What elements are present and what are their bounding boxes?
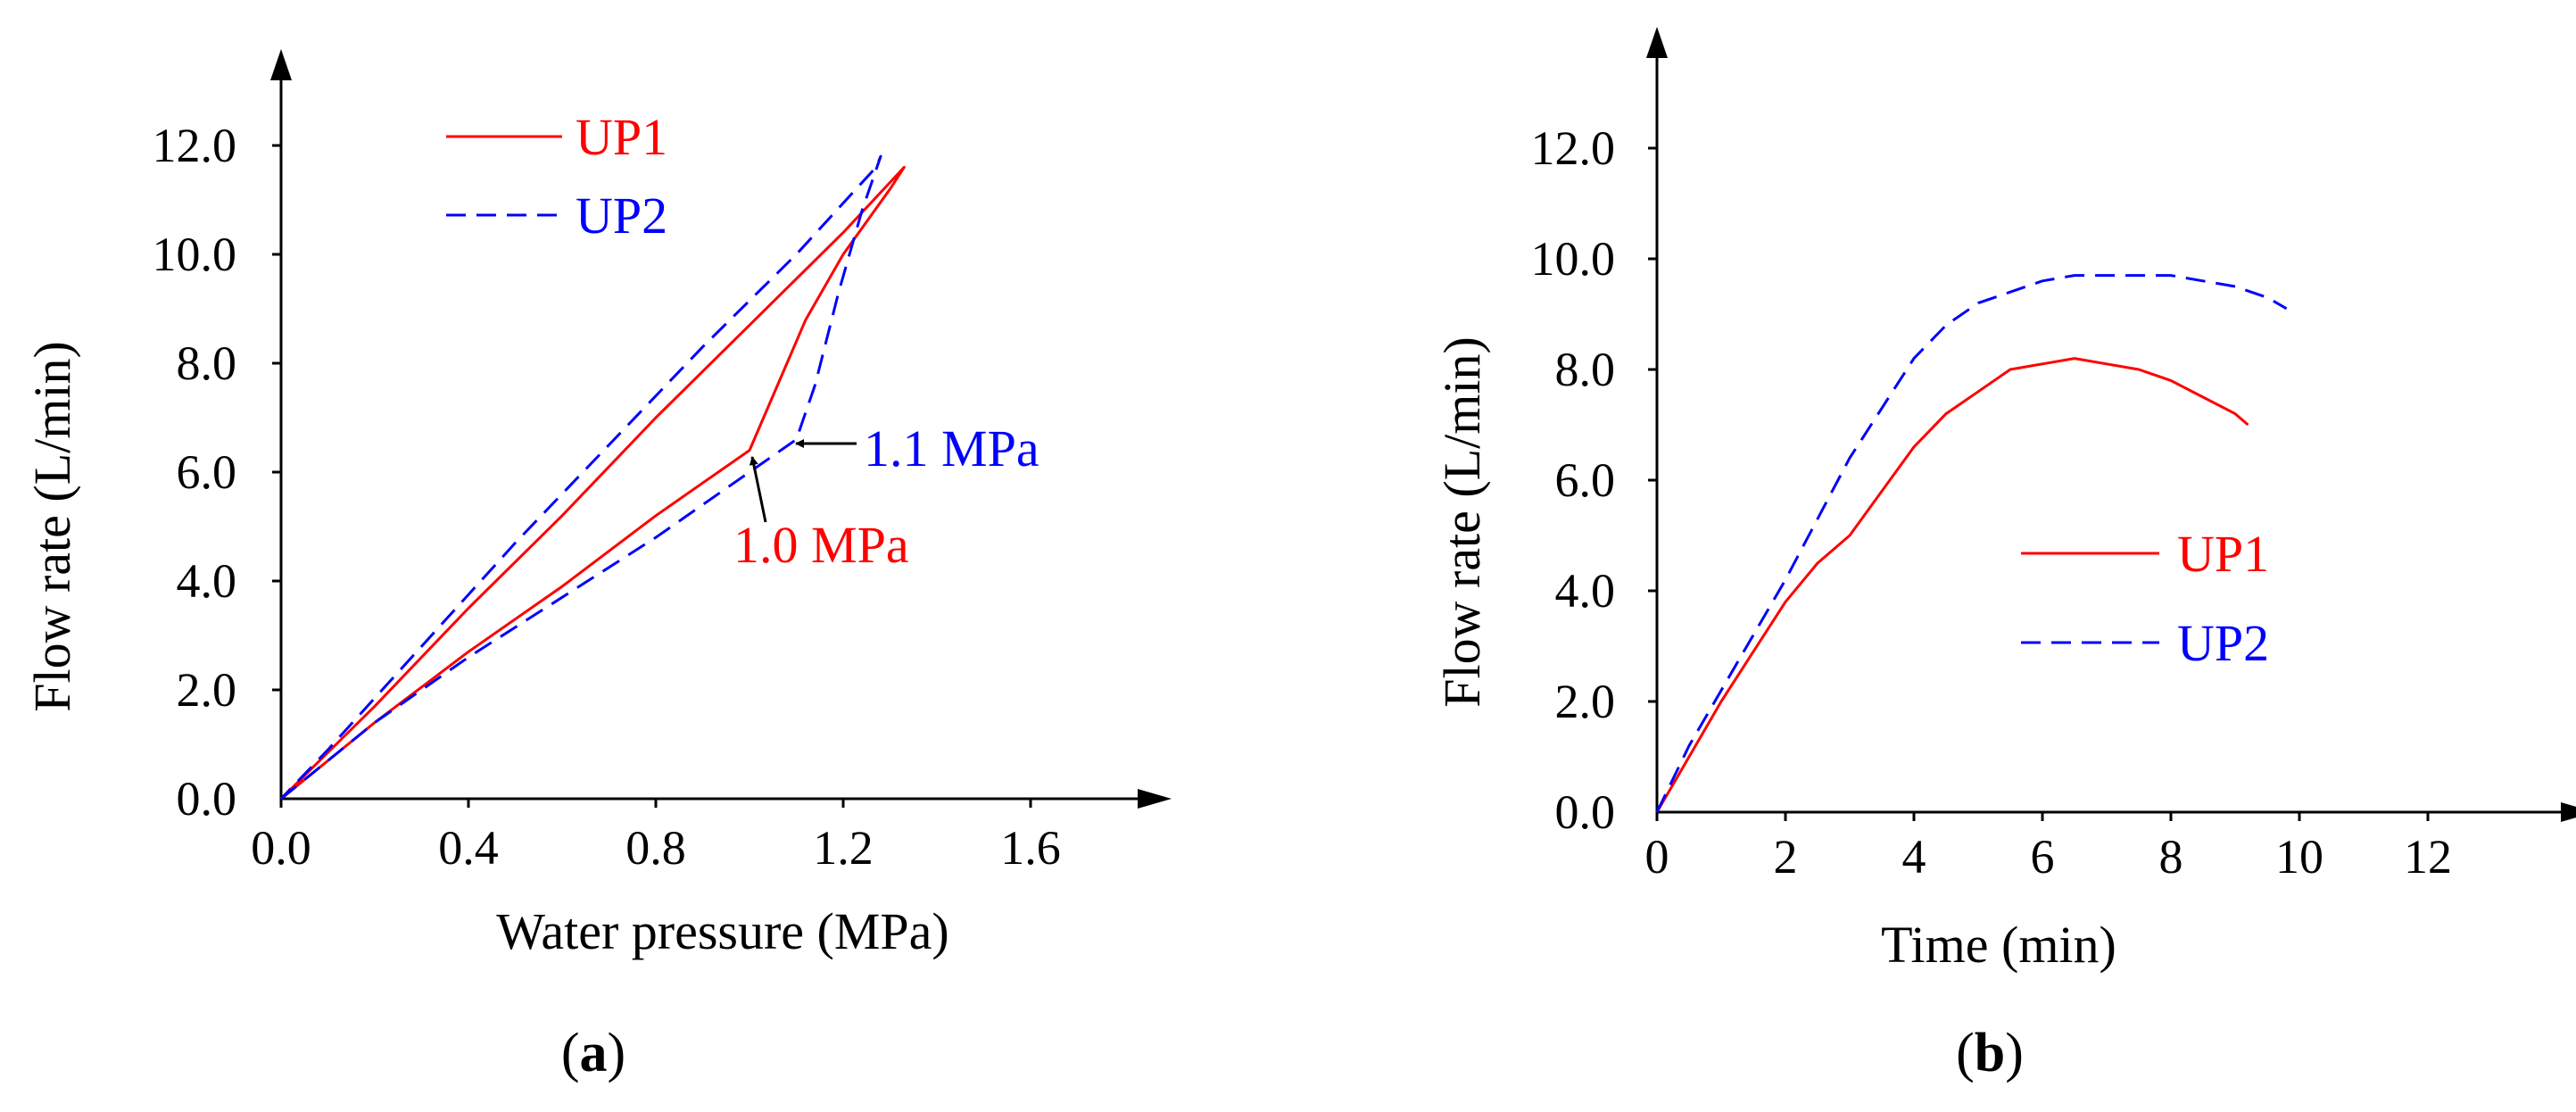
panel-b-x-axis-arrow [2561, 802, 2576, 822]
panel-a-y-tick-label: 4.0 [177, 554, 237, 608]
panel-a-y-tick-label: 0.0 [177, 772, 237, 826]
panel-a-y-tick-label: 6.0 [177, 445, 237, 499]
panel-b: Time (min) Flow rate (L/min) (b) 0 2 4 6 8 10… [1433, 27, 2576, 1083]
panel-b-y-tick-label: 0.0 [1555, 785, 1616, 839]
panel-b-y-axis-arrow [1646, 27, 1668, 58]
panel-b-y-tick-label: 4.0 [1555, 564, 1616, 618]
panel-a-x-tick-label: 1.2 [813, 821, 874, 875]
panel-b-y-tick-label: 8.0 [1555, 343, 1616, 396]
panel-b-ylabel: Flow rate (L/min) [1433, 336, 1491, 708]
panel-b-x-tick-label: 2 [1774, 830, 1798, 884]
panel-b-y-tick-label: 6.0 [1555, 453, 1616, 507]
panel-b-y-tick-label: 12.0 [1531, 121, 1616, 175]
panel-a-annotation-label: 1.1 MPa [864, 419, 1040, 477]
panel-a-x-tick-label: 0.4 [438, 821, 499, 875]
panel-b-series-up1 [1655, 357, 2249, 813]
panel-a-legend-label-up1: UP1 [576, 108, 667, 166]
panel-a-annotation-arrow [749, 456, 767, 523]
panel-a-y-tick-label: 12.0 [153, 119, 237, 172]
panel-a-y-tick-label: 8.0 [177, 336, 237, 390]
panel-a-y-tick-label: 2.0 [177, 663, 237, 717]
panel-a-y-tick-label: 10.0 [153, 228, 237, 281]
panel-b-x-tick-label: 0 [1645, 830, 1669, 884]
panel-a-x-tick-label: 0.0 [251, 821, 311, 875]
panel-a-x-tick-label: 0.8 [625, 821, 686, 875]
panel-a-y-axis-arrow [270, 49, 292, 80]
panel-a-annotation-label: 1.0 MPa [733, 516, 909, 574]
panel-b-x-tick-label: 6 [2031, 830, 2055, 884]
panel-b-caption: (b) [1956, 1023, 2024, 1083]
panel-b-series-up2 [1655, 274, 2288, 813]
panel-b-xlabel: Time (min) [1881, 916, 2116, 974]
panel-b-legend-label-up1: UP1 [2177, 525, 2269, 583]
panel-a-x-axis-arrow [1138, 789, 1172, 809]
panel-a: Water pressure (MPa) Flow rate (L/min) (… [23, 49, 1172, 1083]
panel-b-x-tick-label: 10 [2275, 830, 2323, 884]
panel-b-x-tick-label: 12 [2404, 830, 2452, 884]
panel-b-y-tick-label: 2.0 [1555, 675, 1616, 728]
panel-b-x-tick-label: 8 [2159, 830, 2183, 884]
panel-a-ylabel: Flow rate (L/min) [23, 341, 81, 712]
panel-a-x-tick-label: 1.6 [1000, 821, 1061, 875]
panel-b-legend-label-up2: UP2 [2177, 614, 2269, 672]
panel-a-xlabel: Water pressure (MPa) [496, 902, 948, 960]
panel-b-x-tick-label: 4 [1902, 830, 1926, 884]
panel-b-y-tick-label: 10.0 [1531, 232, 1616, 286]
panel-a-caption: (a) [561, 1023, 625, 1083]
panel-a-series-up2 [279, 154, 882, 801]
panel-a-legend-label-up2: UP2 [576, 187, 667, 245]
panel-a-series-up1 [279, 165, 906, 801]
